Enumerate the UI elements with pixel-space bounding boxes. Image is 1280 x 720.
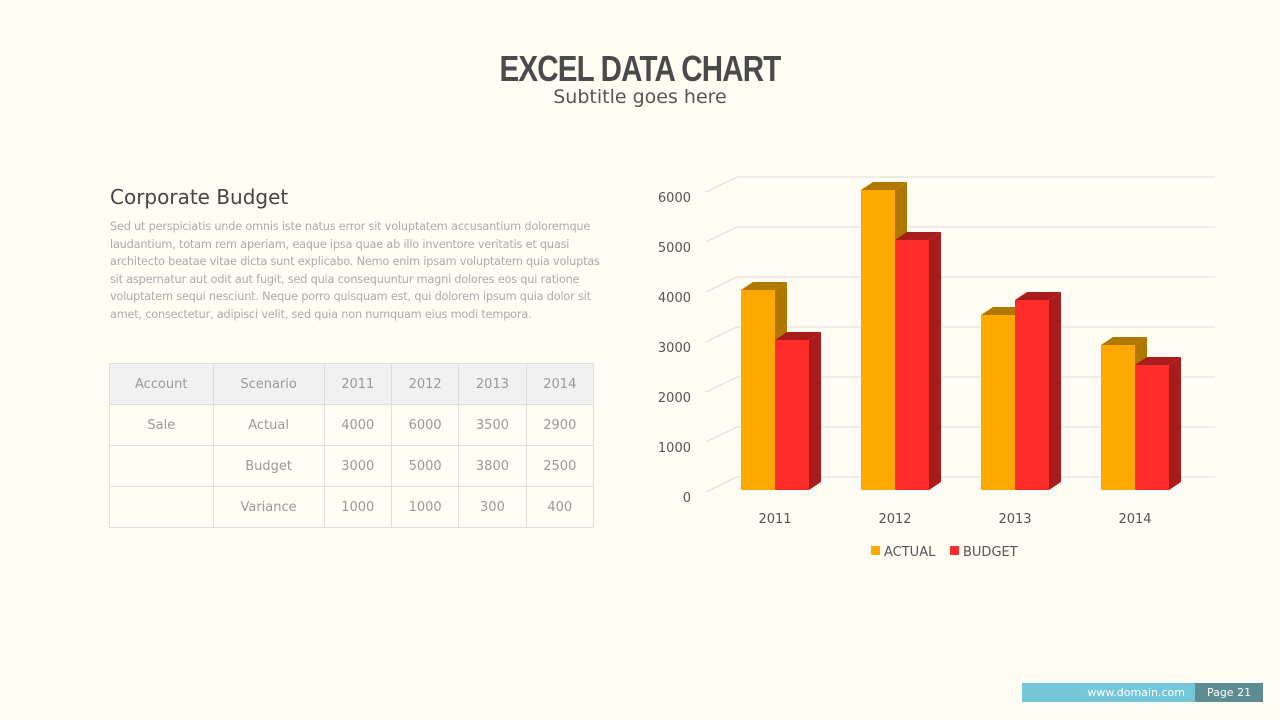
page-subtitle: Subtitle goes here bbox=[553, 86, 727, 108]
table-row: Sale Actual 4000 6000 3500 2900 bbox=[109, 404, 595, 446]
table-cell: 6000 bbox=[390, 404, 460, 446]
table-header: Account bbox=[109, 363, 214, 405]
legend-label: BUDGET bbox=[963, 545, 1018, 560]
bar-top bbox=[1101, 337, 1147, 345]
x-tick-label: 2013 bbox=[998, 512, 1031, 527]
bar-budget-2011 bbox=[775, 340, 809, 490]
table-row: Variance 1000 1000 300 400 bbox=[109, 486, 595, 528]
bar-actual-2012 bbox=[861, 190, 895, 490]
x-tick-label: 2011 bbox=[758, 512, 791, 527]
gridline-depth bbox=[705, 276, 738, 293]
gridline-depth bbox=[705, 476, 738, 493]
gridline-depth bbox=[705, 326, 738, 343]
table-cell: 1000 bbox=[323, 486, 392, 528]
footer-url: www.domain.com bbox=[1022, 683, 1195, 702]
y-tick-label: 6000 bbox=[658, 191, 691, 206]
bar-top bbox=[1135, 357, 1181, 365]
budget-table: Account Scenario 2011 2012 2013 2014 Sal… bbox=[109, 363, 595, 528]
table-cell bbox=[109, 486, 214, 528]
page-number: Page 21 bbox=[1195, 683, 1263, 702]
gridline-depth bbox=[705, 226, 738, 243]
gridline-depth bbox=[705, 376, 738, 393]
legend-swatch bbox=[871, 546, 880, 555]
table-cell: 1000 bbox=[390, 486, 460, 528]
page-title: EXCEL DATA CHART bbox=[499, 48, 781, 89]
table-header-row: Account Scenario 2011 2012 2013 2014 bbox=[109, 363, 595, 405]
table-cell: 2500 bbox=[525, 445, 595, 487]
table-cell: Actual bbox=[212, 404, 325, 446]
bar-budget-2012 bbox=[895, 240, 929, 490]
table-header: 2014 bbox=[525, 363, 595, 405]
bar-side bbox=[1169, 357, 1181, 490]
gridline-depth bbox=[705, 176, 738, 193]
bar-top bbox=[1015, 292, 1061, 300]
section-body: Sed ut perspiciatis unde omnis iste natu… bbox=[110, 220, 600, 321]
y-tick-label: 0 bbox=[683, 491, 691, 506]
table-header: 2012 bbox=[390, 363, 460, 405]
table-cell: 2900 bbox=[525, 404, 595, 446]
bar-budget-2014 bbox=[1135, 365, 1169, 490]
legend-swatch bbox=[950, 546, 959, 555]
table-header: 2013 bbox=[458, 363, 527, 405]
y-tick-label: 2000 bbox=[658, 391, 691, 406]
table-row: Budget 3000 5000 3800 2500 bbox=[109, 445, 595, 487]
y-tick-label: 5000 bbox=[658, 241, 691, 256]
table-cell: 5000 bbox=[390, 445, 460, 487]
legend-label: ACTUAL bbox=[884, 545, 936, 560]
table-cell: 300 bbox=[458, 486, 527, 528]
table-cell: Variance bbox=[212, 486, 325, 528]
table-header: 2011 bbox=[323, 363, 392, 405]
y-tick-label: 1000 bbox=[658, 441, 691, 456]
table-cell: 3000 bbox=[323, 445, 392, 487]
bar-side bbox=[1049, 292, 1061, 490]
table-cell: Budget bbox=[212, 445, 325, 487]
bar-budget-2013 bbox=[1015, 300, 1049, 490]
x-tick-label: 2014 bbox=[1118, 512, 1151, 527]
table-cell: 3500 bbox=[458, 404, 527, 446]
section-heading: Corporate Budget bbox=[110, 185, 289, 209]
gridline-depth bbox=[705, 426, 738, 443]
bar-actual-2014 bbox=[1101, 345, 1135, 490]
bar-side bbox=[929, 232, 941, 490]
y-tick-label: 3000 bbox=[658, 341, 691, 356]
bar-top bbox=[741, 282, 787, 290]
x-tick-label: 2012 bbox=[878, 512, 911, 527]
bar-actual-2013 bbox=[981, 315, 1015, 490]
table-cell: 3800 bbox=[458, 445, 527, 487]
bar-actual-2011 bbox=[741, 290, 775, 490]
y-tick-label: 4000 bbox=[658, 291, 691, 306]
table-cell: 400 bbox=[525, 486, 595, 528]
bar-top bbox=[775, 332, 821, 340]
bar-top bbox=[895, 232, 941, 240]
bar-side bbox=[809, 332, 821, 490]
bar-top bbox=[861, 182, 907, 190]
